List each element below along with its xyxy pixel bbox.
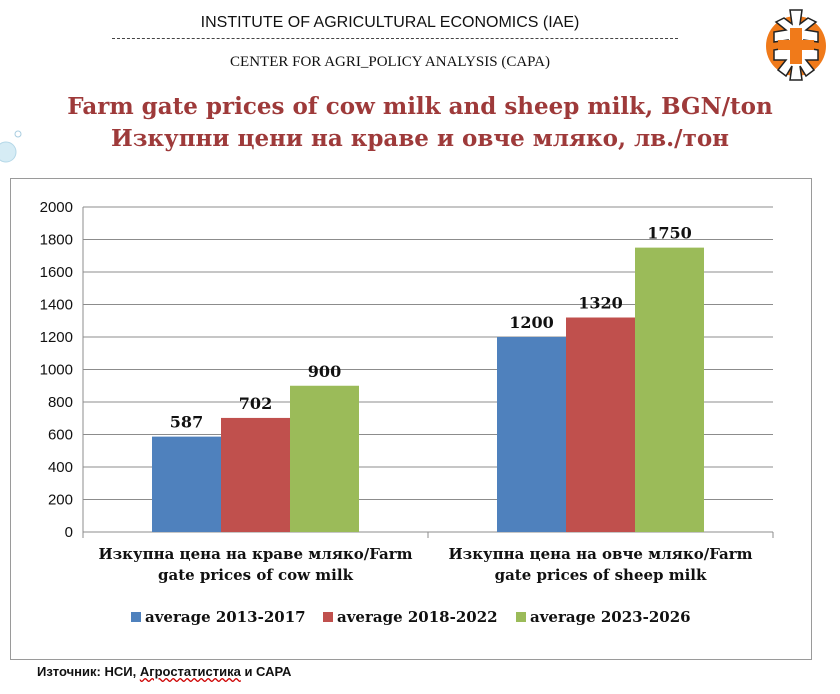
y-tick-label: 1000: [40, 362, 73, 379]
source-note: Източник: НСИ, Агростатистика и САРА: [37, 664, 291, 679]
data-label: 587: [170, 413, 203, 432]
data-label: 1200: [509, 313, 554, 332]
y-tick-label: 600: [48, 427, 73, 444]
bar-chart: 0 200 400 600 800 1000 1200 1400 1600 1800 2000 587…: [40, 199, 774, 626]
chart-title-english: Farm gate prices of cow milk and sheep m…: [67, 93, 773, 120]
legend-entry: average 2018-2022: [337, 608, 498, 626]
decorative-bubbles: [0, 130, 22, 163]
legend-swatch: [516, 612, 526, 622]
institute-logo-icon: [766, 9, 826, 81]
source-rest: и САРА: [240, 664, 292, 679]
legend-swatch: [131, 612, 141, 622]
header-divider: [112, 38, 678, 39]
legend-swatch: [323, 612, 333, 622]
legend-entry: average 2013-2017: [145, 608, 306, 626]
bar: [497, 337, 566, 532]
category-label: gate prices of cow milk: [158, 566, 354, 584]
y-tick-label: 400: [48, 459, 73, 476]
data-label: 1320: [578, 294, 623, 313]
y-tick-label: 1600: [40, 264, 73, 281]
y-tick-label: 1800: [40, 232, 73, 249]
bar: [566, 317, 635, 532]
y-tick-label: 2000: [40, 199, 73, 216]
bar: [635, 247, 704, 532]
y-tick-label: 1400: [40, 297, 73, 314]
category-label: Изкупна цена на овче мляко/Farm: [448, 545, 752, 563]
legend-entry: average 2023-2026: [530, 608, 691, 626]
y-tick-label: 0: [65, 524, 73, 541]
y-tick-label: 1200: [40, 329, 73, 346]
y-tick-label: 800: [48, 394, 73, 411]
y-tick-label: 200: [48, 492, 73, 509]
category-label: gate prices of sheep milk: [495, 566, 707, 584]
data-label: 702: [239, 394, 272, 413]
data-label: 1750: [647, 224, 692, 243]
center-name: CENTER FOR AGRI_POLICY ANALYSIS (CAPA): [230, 54, 550, 70]
institute-name: INSTITUTE OF AGRICULTURAL ECONOMICS (IAE…: [200, 14, 580, 31]
source-underlined: Агростатистика: [139, 664, 241, 679]
bar: [152, 436, 221, 532]
bar: [221, 417, 290, 532]
chart-area: 0 200 400 600 800 1000 1200 1400 1600 1800 2000 587…: [10, 178, 812, 660]
chart-title-bulgarian: Изкупни цени на краве и овче мляко, лв./…: [110, 125, 729, 152]
bar: [290, 385, 359, 532]
category-label: Изкупна цена на краве мляко/Farm: [98, 545, 412, 563]
data-label: 900: [308, 362, 341, 381]
source-label: Източник: НСИ,: [37, 664, 140, 679]
